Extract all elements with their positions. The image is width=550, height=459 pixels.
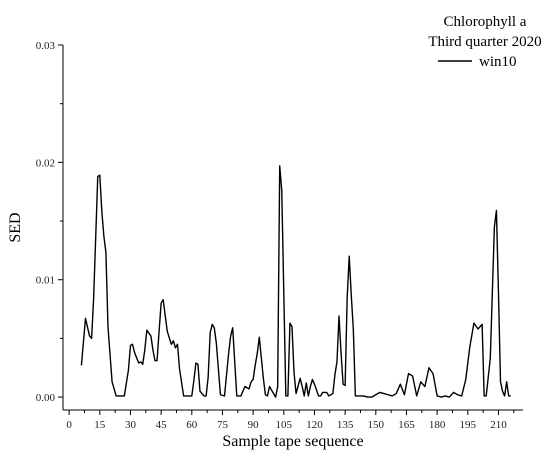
x-tick-label: 60 — [186, 419, 198, 431]
y-axis-title: SED — [7, 212, 24, 242]
x-tick-label: 120 — [306, 419, 323, 431]
x-tick-label: 210 — [490, 419, 507, 431]
y-tick-label: 0.00 — [36, 392, 56, 404]
x-tick-label: 75 — [217, 419, 229, 431]
x-tick-label: 150 — [368, 419, 385, 431]
x-tick-label: 135 — [337, 419, 354, 431]
x-tick-label: 195 — [460, 419, 477, 431]
series-line-win10 — [80, 165, 511, 398]
x-tick-label: 15 — [94, 419, 106, 431]
x-tick-label: 0 — [66, 419, 72, 431]
x-tick-label: 45 — [156, 419, 168, 431]
plot-area: 0 15 30 45 60 75 90 105 120 135 150 165 180 195 210 0.0… — [36, 40, 523, 431]
y-tick-label: 0.03 — [36, 40, 56, 52]
x-tick-label: 180 — [429, 419, 446, 431]
x-tick-label: 30 — [125, 419, 137, 431]
y-tick-label: 0.02 — [36, 157, 55, 169]
legend-title: Chlorophyll a — [444, 14, 527, 30]
x-tick-label: 105 — [276, 419, 293, 431]
x-axis-title: Sample tape sequence — [222, 433, 363, 450]
x-tick-label: 90 — [248, 419, 260, 431]
y-tick-label: 0.01 — [36, 275, 55, 287]
x-tick-label: 165 — [398, 419, 415, 431]
legend-label-win10: win10 — [479, 54, 517, 70]
legend-subtitle: Third quarter 2020 — [428, 34, 541, 50]
